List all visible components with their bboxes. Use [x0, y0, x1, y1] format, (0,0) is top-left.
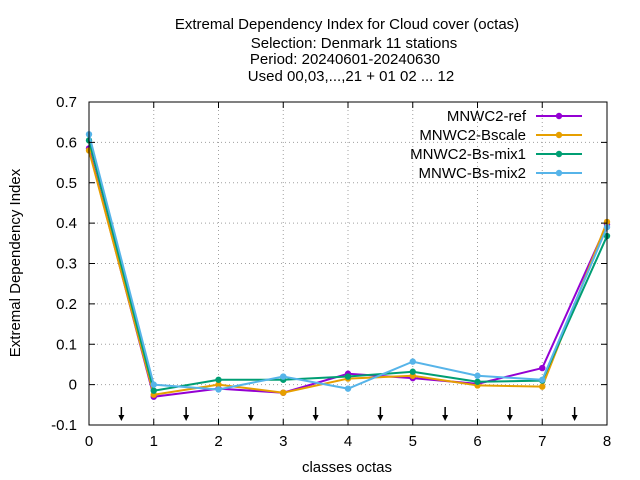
y-tick-label: 0.2 [56, 296, 77, 313]
x-tick-label: 7 [538, 433, 546, 450]
data-point [474, 372, 481, 379]
x-tick-label: 8 [603, 433, 611, 450]
x-axis-label: classes octas [302, 459, 392, 476]
y-tick-label: 0.6 [56, 134, 77, 151]
boundary-arrow [247, 407, 254, 421]
data-series [85, 131, 611, 400]
legend-swatch-point [555, 112, 563, 120]
legend-entry: MNWC2-Bscale [419, 127, 582, 144]
legend-label: MNWC-Bs-mix2 [419, 165, 526, 182]
data-point [409, 368, 416, 375]
data-point [474, 378, 481, 385]
legend-swatch-point [555, 150, 563, 158]
y-tick-label: 0.4 [56, 215, 77, 232]
title-line-3: Period: 20240601-20240630 [250, 51, 440, 68]
data-point [344, 385, 352, 392]
data-point [539, 376, 546, 383]
legend-swatch-point [555, 169, 563, 177]
legend: MNWC2-ref MNWC2-Bscale MNWC2-Bs-mix1 MNWC-B… [410, 108, 582, 182]
boundary-arrow [377, 407, 384, 421]
legend-swatch-point [555, 131, 563, 139]
data-point [280, 373, 287, 380]
title-line-1: Extremal Dependency Index for Cloud cove… [175, 16, 519, 33]
x-tick-label: 4 [344, 433, 352, 450]
data-point [280, 389, 287, 396]
y-axis-label: Extremal Dependency Index [7, 168, 24, 357]
data-point [539, 383, 546, 390]
class-boundary-arrows [118, 407, 578, 421]
data-point [215, 381, 222, 388]
boundary-arrow [118, 407, 125, 421]
series-line [88, 140, 608, 392]
x-tick-label: 5 [409, 433, 417, 450]
y-tick-label: 0 [69, 377, 77, 394]
x-tick-label: 6 [473, 433, 481, 450]
y-tick-label: 0.3 [56, 256, 77, 273]
series-line [88, 134, 608, 391]
boundary-arrow [442, 407, 449, 421]
data-point [344, 373, 352, 380]
boundary-arrow [312, 407, 319, 421]
data-point [409, 358, 416, 365]
chart-title: Extremal Dependency Index for Cloud cove… [175, 16, 519, 85]
series-mnwc-bs-mix2 [85, 131, 611, 393]
data-point [215, 386, 222, 393]
legend-label: MNWC2-ref [447, 108, 527, 125]
x-axis-ticks: 0 1 2 3 4 5 6 7 8 [85, 102, 611, 450]
series-line [88, 148, 608, 398]
series-mnwc2-bs-mix1 [85, 137, 611, 394]
y-axis-ticks: -0.1 0 0.1 0.2 0.3 0.4 0.5 0.6 0.7 [51, 94, 607, 434]
legend-label: MNWC2-Bs-mix1 [410, 146, 526, 163]
series-mnwc2-ref [85, 145, 611, 400]
legend-entry: MNWC2-ref [447, 108, 582, 125]
x-tick-label: 1 [150, 433, 158, 450]
y-tick-label: 0.7 [56, 94, 77, 111]
title-line-2: Selection: Denmark 11 stations [251, 35, 458, 52]
boundary-arrow [183, 407, 190, 421]
data-point [150, 387, 157, 394]
data-point [150, 381, 157, 388]
y-tick-label: 0.1 [56, 336, 77, 353]
x-tick-label: 2 [214, 433, 222, 450]
legend-label: MNWC2-Bscale [419, 127, 526, 144]
series-mnwc2-bscale [85, 147, 611, 398]
title-line-4: Used 00,03,...,21 + 01 02 ... 12 [248, 68, 454, 85]
legend-entry: MNWC-Bs-mix2 [419, 165, 582, 182]
boundary-arrow [506, 407, 513, 421]
x-tick-label: 3 [279, 433, 287, 450]
data-point [215, 376, 222, 383]
legend-entry: MNWC2-Bs-mix1 [410, 146, 582, 163]
x-tick-label: 0 [85, 433, 93, 450]
y-tick-label: 0.5 [56, 175, 77, 192]
boundary-arrow [571, 407, 578, 421]
y-tick-label: -0.1 [51, 417, 77, 434]
data-point [539, 364, 546, 372]
